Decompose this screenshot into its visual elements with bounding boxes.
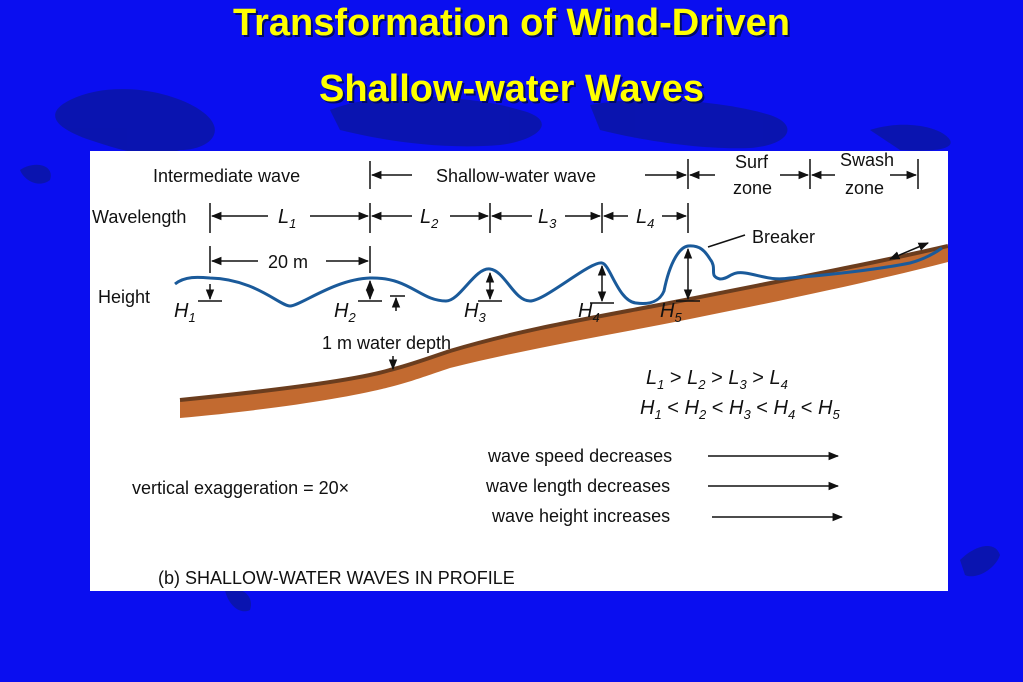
h3-label: H3 [464, 300, 486, 325]
swash-zone-label-2: zone [845, 178, 884, 198]
h4-label: H4 [578, 300, 600, 325]
wavelength-label: Wavelength [92, 207, 186, 227]
vertical-exaggeration-note: vertical exaggeration = 20× [132, 478, 349, 498]
surf-zone-label-2: zone [733, 178, 772, 198]
breaker-label: Breaker [752, 227, 815, 247]
title-line-2: Shallow-water Waves [318, 68, 705, 110]
height-relation: H1 < H2 < H3 < H4 < H5 [640, 397, 840, 424]
swash-motion-arrow [889, 242, 929, 260]
trend-height-label: wave height increases [491, 506, 670, 526]
l3-label: L3 [538, 206, 557, 231]
wavelength-relation: L1 > L2 > L3 > L4 [646, 367, 788, 394]
shallow-water-wave-label: Shallow-water wave [436, 166, 596, 186]
height-label: Height [98, 287, 150, 307]
trend-length-label: wave length decreases [485, 476, 670, 496]
figure-caption: (b) SHALLOW-WATER WAVES IN PROFILE [158, 568, 515, 588]
l4-label: L4 [636, 206, 654, 231]
intermediate-wave-label: Intermediate wave [153, 166, 300, 186]
trend-speed-label: wave speed decreases [487, 446, 672, 466]
breaker-leader-line [707, 234, 746, 248]
scale-label: 20 m [268, 252, 308, 272]
water-depth-label: 1 m water depth [322, 333, 451, 353]
wave-profile-figure: Intermediate wave Shallow-water wave Sur… [90, 151, 948, 591]
l2-label: L2 [420, 206, 439, 231]
h2-label: H2 [334, 300, 356, 325]
wave-profile-line [174, 244, 943, 308]
title-line-1: Transformation of Wind-Driven [232, 2, 790, 44]
swash-zone-label-1: Swash [840, 151, 894, 170]
surf-zone-label-1: Surf [735, 152, 769, 172]
h5-label: H5 [660, 300, 682, 325]
l1-label: L1 [278, 206, 296, 231]
h1-label: H1 [174, 300, 196, 325]
